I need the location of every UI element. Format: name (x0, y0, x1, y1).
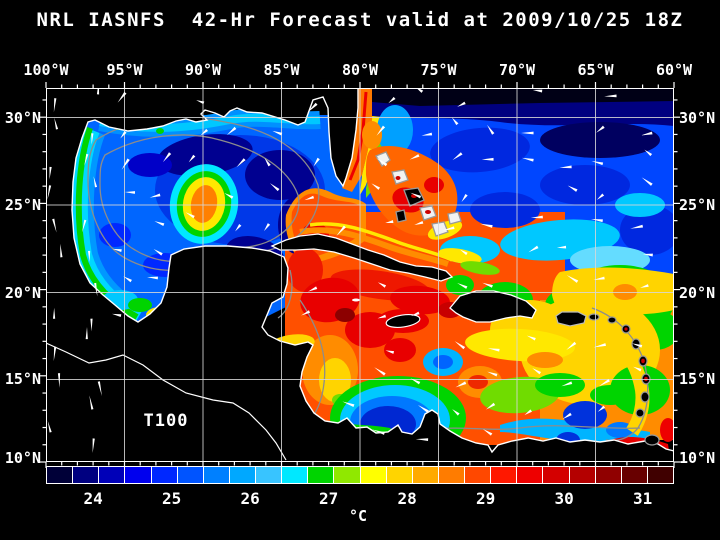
colorbar-segment (203, 467, 230, 483)
colorbar-segment (177, 467, 204, 483)
colorbar-segment (491, 467, 518, 483)
colorbar-unit-label: °C (348, 507, 368, 525)
lat-tick-label: 15°N (4, 370, 41, 389)
colorbar-segment (543, 467, 570, 483)
lat-tick-label: 30°N (679, 108, 716, 127)
colorbar-segment (47, 467, 74, 483)
lat-tick-label: 25°N (679, 195, 716, 214)
colorbar-segment (282, 467, 309, 483)
jamaica-island (385, 314, 421, 328)
cuba-island (270, 233, 454, 282)
map-border (46, 88, 674, 462)
temperature-colorbar (46, 466, 674, 484)
colorbar-segment (229, 467, 256, 483)
colorbar-tick-label: 25 (161, 489, 182, 508)
forecast-map: T100 (40, 82, 680, 468)
overlay-label: T100 (144, 411, 189, 431)
lon-tick-label: 60°W (655, 61, 693, 79)
lat-tick-label: 15°N (679, 370, 716, 389)
colorbar-segment (517, 467, 544, 483)
lon-tick-label: 80°W (341, 61, 379, 79)
colorbar-tick-label: 24 (83, 489, 103, 508)
colorbar-segment (360, 467, 387, 483)
colorbar-tick-label: 27 (318, 489, 339, 508)
colorbar-segment (595, 467, 622, 483)
colorbar-tick-label: 28 (397, 489, 417, 508)
pacific-coastline (46, 342, 287, 461)
cayman-island (352, 298, 360, 302)
lon-tick-label: 95°W (106, 61, 143, 79)
colorbar-segment (308, 467, 335, 483)
colorbar-tick-label: 30 (554, 489, 574, 508)
colorbar-tick-label: 26 (240, 489, 260, 508)
grid-lines (46, 88, 674, 462)
lat-tick-label: 20°N (4, 283, 41, 302)
lon-tick-label: 90°W (184, 61, 222, 79)
colorbar-segment (99, 467, 126, 483)
lon-tick-label: 85°W (263, 61, 300, 79)
lat-tick-label: 10°N (4, 448, 41, 467)
lon-tick-label: 65°W (577, 61, 614, 79)
lat-tick-label: 10°N (679, 448, 716, 467)
lat-tick-label: 25°N (4, 195, 41, 214)
colorbar-segment (151, 467, 178, 483)
lat-tick-label: 20°N (679, 283, 716, 302)
colorbar-segment (569, 467, 596, 483)
colorbar-segment (125, 467, 152, 483)
colorbar-segment (386, 467, 413, 483)
colorbar-segment (256, 467, 283, 483)
colorbar-segment (647, 467, 673, 483)
current-vector-arrows (47, 88, 653, 453)
colorbar-segment (412, 467, 439, 483)
lon-tick-label: 100°W (23, 61, 69, 79)
colorbar-segment (621, 467, 648, 483)
lesser-antilles-islands (588, 313, 660, 446)
bahamas-islands (375, 151, 462, 237)
lat-tick-label: 30°N (4, 108, 41, 127)
puerto-rico-island (555, 311, 587, 327)
colorbar-segment (438, 467, 465, 483)
lon-tick-label: 75°W (420, 61, 457, 79)
page-title: NRL IASNFS 42-Hr Forecast valid at 2009/… (36, 9, 684, 31)
colorbar-segment (465, 467, 492, 483)
hispaniola-island (449, 290, 537, 323)
lon-tick-label: 70°W (498, 61, 536, 79)
colorbar-tick-label: 31 (632, 489, 653, 508)
colorbar-tick-label: 29 (475, 489, 496, 508)
colorbar-segment (334, 467, 361, 483)
colorbar-segment (73, 467, 100, 483)
